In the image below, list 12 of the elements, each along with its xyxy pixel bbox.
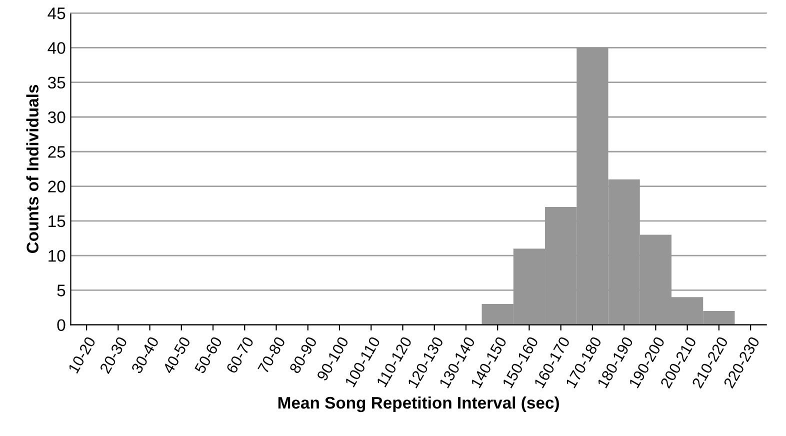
y-tick-label: 15 (48, 215, 66, 228)
y-tick-label: 20 (48, 180, 66, 192)
y-axis-title: Counts of Individuals (26, 84, 38, 253)
x-axis-title: Mean Song Repetition Interval (sec) (278, 396, 559, 412)
y-tick-label: 5 (57, 284, 66, 296)
y-tick-label: 0 (57, 319, 66, 332)
y-tick-label: 25 (48, 146, 66, 158)
y-tick-label: 35 (48, 76, 66, 89)
y-tick-label: 10 (48, 250, 66, 262)
y-tick-label: 30 (48, 111, 66, 124)
y-tick-label: 40 (48, 42, 66, 54)
y-tick-label: 45 (48, 8, 66, 20)
